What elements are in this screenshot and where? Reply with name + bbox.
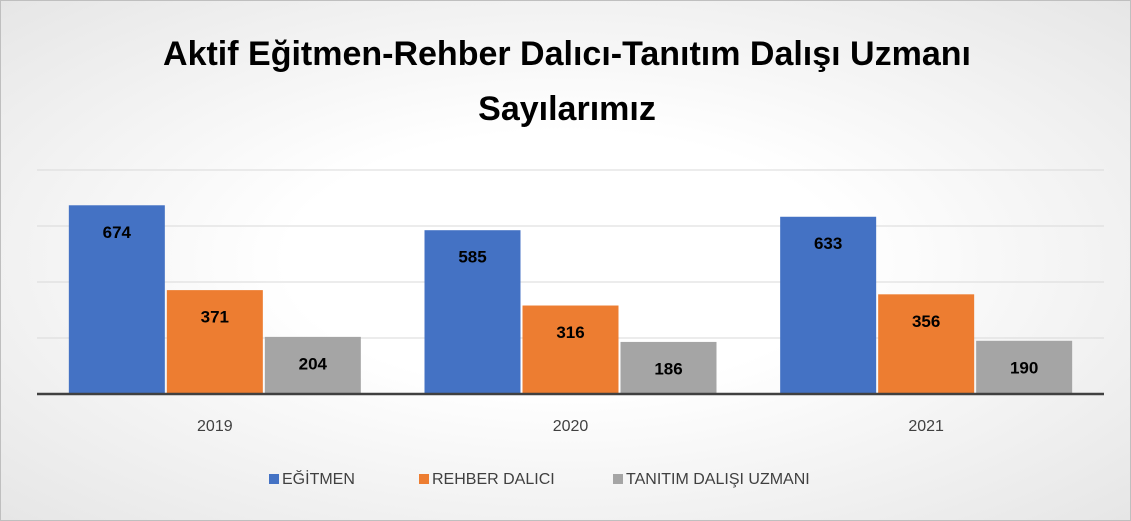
legend-label: EĞİTMEN [282, 469, 355, 488]
bar [522, 305, 619, 394]
x-tick-label: 2021 [908, 418, 944, 435]
data-label: 356 [912, 312, 940, 331]
x-tick-label: 2019 [197, 418, 233, 435]
legend-swatch [419, 474, 429, 484]
data-label: 633 [814, 234, 842, 253]
legend-label: REHBER DALICI [432, 471, 555, 488]
data-label: 674 [103, 223, 132, 242]
legend-swatch [269, 474, 279, 484]
data-label: 316 [556, 323, 584, 342]
bar [424, 230, 521, 394]
data-label: 186 [654, 359, 682, 378]
bar [878, 294, 975, 394]
bar [166, 290, 263, 394]
legend-label: TANITIM DALIŞI UZMANI [626, 471, 810, 488]
bar [780, 216, 877, 394]
x-tick-label: 2020 [553, 418, 589, 435]
chart-title: Aktif Eğitmen-Rehber Dalıcı-Tanıtım Dalı… [163, 35, 971, 128]
data-label: 190 [1010, 358, 1038, 377]
data-label: 204 [299, 354, 328, 373]
bar [264, 336, 361, 394]
data-label: 585 [458, 248, 486, 267]
bar [68, 205, 165, 394]
bar [620, 341, 717, 394]
bar [976, 340, 1073, 394]
data-label: 371 [201, 308, 229, 327]
legend-swatch [613, 474, 623, 484]
